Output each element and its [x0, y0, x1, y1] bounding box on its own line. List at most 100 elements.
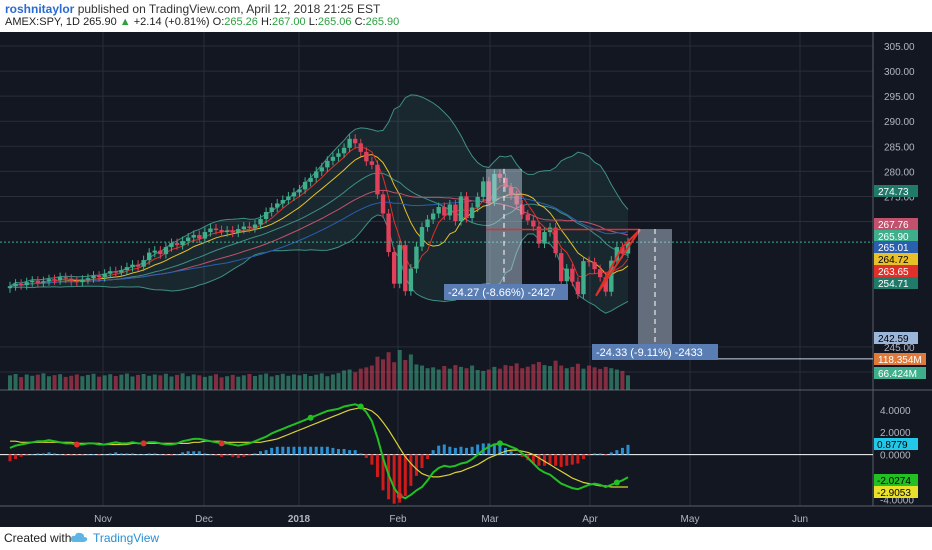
macd-hist-bar — [58, 454, 62, 456]
volume-bar — [592, 367, 597, 390]
candle-body — [597, 269, 603, 278]
candle-body — [430, 213, 436, 220]
candle-body — [247, 226, 252, 229]
macd-tag: 0.8779 — [877, 440, 908, 451]
candles — [7, 134, 631, 299]
author-link[interactable]: roshnitaylor — [5, 2, 75, 16]
candle-body — [191, 235, 196, 238]
price-tag-bg — [874, 253, 918, 265]
price-tag: 265.90 — [878, 232, 909, 243]
candle — [592, 257, 597, 274]
candle-body — [364, 151, 369, 162]
macd-hist-bar — [359, 453, 363, 455]
candle — [224, 226, 230, 237]
footer: Created with TradingView — [0, 527, 932, 550]
tradingview-brand-link[interactable]: TradingView — [93, 531, 160, 545]
candle-body — [575, 281, 581, 295]
bollinger-lower-line — [9, 214, 629, 314]
candle — [536, 222, 542, 249]
candle-body — [74, 281, 80, 283]
candle-body — [35, 280, 41, 283]
macd-hist-bar — [231, 454, 235, 457]
y-tick-label: 290.00 — [884, 117, 915, 128]
x-tick-label: Jun — [792, 514, 808, 525]
candle — [102, 269, 107, 282]
macd-hist-bar — [414, 454, 418, 476]
price-chart[interactable]: -24.27 (-8.66%) -2427 -24.33 (-9.11%) -24… — [0, 32, 932, 527]
candle — [213, 224, 219, 235]
candle — [614, 242, 620, 266]
macd-hist-bar — [353, 450, 357, 455]
candle-body — [297, 189, 302, 193]
candle-body — [325, 160, 330, 168]
macd-hist-bar — [364, 454, 368, 458]
volume-bar — [252, 376, 257, 390]
volume-bar — [553, 360, 558, 390]
y-tick-label: 295.00 — [884, 92, 915, 103]
y-tick-label: 245.00 — [884, 343, 915, 354]
candle — [280, 195, 286, 208]
volume-bar — [19, 377, 24, 390]
volume-bar — [447, 368, 452, 390]
volume-bar — [119, 374, 124, 390]
candle — [85, 273, 91, 285]
macd-hist-bar — [375, 454, 379, 477]
candle-body — [620, 247, 625, 254]
price-tag: 242.59 — [878, 334, 909, 345]
candle-body — [358, 143, 363, 152]
volume-bar — [258, 374, 263, 390]
macd-cross-dot — [218, 440, 225, 447]
volume-bar — [481, 370, 486, 390]
macd-tag-bg — [874, 486, 918, 498]
y-tick-label: 305.00 — [884, 42, 915, 53]
candle-body — [458, 196, 464, 222]
volume-bar — [442, 366, 447, 390]
volume-bar — [214, 374, 218, 390]
macd-hist-bar — [220, 454, 224, 457]
candle-body — [57, 277, 63, 281]
candle — [586, 256, 592, 267]
ma-red-line — [9, 146, 629, 287]
volume-bar — [581, 368, 586, 390]
macd-hist-bar — [253, 453, 257, 455]
volume-bar — [191, 374, 196, 390]
candle — [52, 274, 57, 285]
candle — [386, 208, 391, 257]
candle-body — [531, 220, 536, 227]
candle — [475, 192, 480, 212]
volume-tag-bg — [874, 367, 926, 379]
candle — [358, 138, 363, 157]
macd-hist-bar — [437, 445, 441, 455]
candle — [314, 166, 319, 183]
macd-cross-dot — [496, 440, 503, 447]
macd-hist-bar — [331, 447, 335, 455]
candle-body — [442, 206, 447, 216]
macd-hist-bar — [554, 454, 558, 466]
candle — [108, 266, 113, 279]
macd-hist-bar — [192, 451, 196, 455]
high-value: 267.00 — [271, 16, 306, 28]
chart-canvas[interactable] — [0, 32, 932, 527]
volume-tag-bg — [874, 353, 926, 365]
open-value: 265.26 — [224, 16, 258, 28]
volume-bar — [152, 374, 157, 390]
candle — [135, 260, 141, 272]
volume-bar — [91, 373, 96, 390]
volume-bar — [575, 363, 580, 390]
macd-cross-dot — [140, 440, 147, 447]
price-tag-bg — [874, 265, 918, 277]
candle-body — [302, 181, 308, 190]
candle — [447, 199, 453, 221]
volume-bar — [241, 375, 246, 390]
open-label: O: — [212, 16, 225, 28]
triangle-pattern — [595, 228, 641, 297]
candle — [364, 147, 369, 166]
volume-bar — [69, 375, 74, 390]
volume-bar — [297, 375, 302, 390]
candle — [464, 191, 469, 223]
macd-hist-bar — [75, 454, 79, 456]
candle — [403, 240, 408, 296]
x-tick-label: 2018 — [288, 514, 311, 525]
y-tick-label: 285.00 — [884, 142, 915, 153]
candle-body — [52, 279, 57, 281]
